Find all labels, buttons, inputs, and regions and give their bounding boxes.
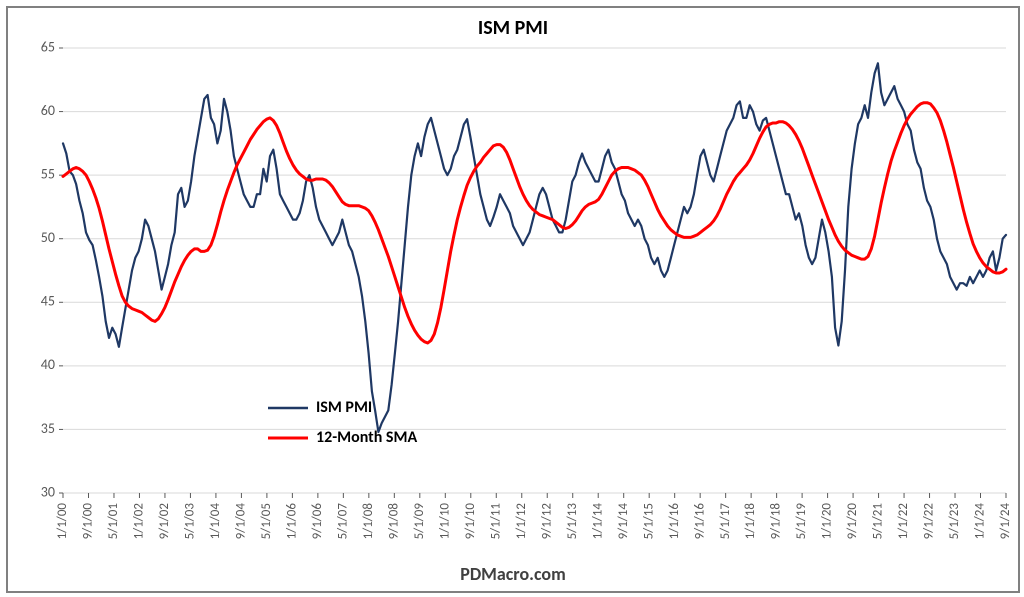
svg-text:9/1/06: 9/1/06 <box>310 503 325 540</box>
legend-label: ISM PMI <box>316 398 372 417</box>
svg-text:5/1/11: 5/1/11 <box>488 503 503 539</box>
svg-text:1/1/16: 1/1/16 <box>667 503 682 540</box>
svg-text:9/1/18: 9/1/18 <box>769 503 784 540</box>
svg-text:9/1/08: 9/1/08 <box>386 503 401 540</box>
svg-text:1/1/04: 1/1/04 <box>208 503 223 540</box>
svg-text:9/1/02: 9/1/02 <box>157 503 172 540</box>
svg-text:1/1/18: 1/1/18 <box>743 503 758 540</box>
svg-text:1/1/12: 1/1/12 <box>514 503 529 540</box>
svg-text:5/1/15: 5/1/15 <box>641 503 656 539</box>
svg-text:9/1/04: 9/1/04 <box>234 503 249 540</box>
svg-text:35: 35 <box>41 420 55 437</box>
svg-text:5/1/07: 5/1/07 <box>335 503 350 540</box>
svg-text:5/1/23: 5/1/23 <box>947 503 962 540</box>
svg-text:1/1/14: 1/1/14 <box>590 503 605 540</box>
svg-text:5/1/17: 5/1/17 <box>718 503 733 540</box>
svg-text:9/1/24: 9/1/24 <box>998 503 1013 540</box>
svg-text:30: 30 <box>41 483 55 500</box>
legend-label: 12-Month SMA <box>316 428 417 447</box>
svg-text:9/1/00: 9/1/00 <box>81 503 96 540</box>
svg-text:55: 55 <box>41 165 55 182</box>
svg-text:9/1/20: 9/1/20 <box>845 503 860 540</box>
svg-text:1/1/20: 1/1/20 <box>820 503 835 540</box>
svg-text:9/1/22: 9/1/22 <box>922 503 937 540</box>
chart-frame: ISM PMI 30 35 40 45 50 55 60 65 1/1/00 9/1/00 5/1/… <box>6 6 1020 593</box>
svg-text:45: 45 <box>41 293 55 310</box>
svg-text:1/1/10: 1/1/10 <box>437 503 452 540</box>
svg-text:5/1/09: 5/1/09 <box>412 503 427 540</box>
svg-text:1/1/22: 1/1/22 <box>896 503 911 540</box>
svg-text:60: 60 <box>41 102 55 119</box>
svg-text:1/1/00: 1/1/00 <box>55 503 70 540</box>
svg-text:5/1/13: 5/1/13 <box>565 503 580 540</box>
svg-text:5/1/21: 5/1/21 <box>871 503 886 539</box>
chart-footer: PDMacro.com <box>8 563 1018 585</box>
svg-text:9/1/12: 9/1/12 <box>539 503 554 540</box>
svg-text:40: 40 <box>41 356 55 373</box>
svg-text:1/1/06: 1/1/06 <box>284 503 299 540</box>
svg-text:5/1/03: 5/1/03 <box>183 503 198 540</box>
svg-text:5/1/19: 5/1/19 <box>794 503 809 540</box>
svg-text:1/1/02: 1/1/02 <box>132 503 147 540</box>
chart-plot: 30 35 40 45 50 55 60 65 1/1/00 9/1/00 5/1/01 1/1/02… <box>8 8 1018 591</box>
svg-text:9/1/16: 9/1/16 <box>692 503 707 540</box>
svg-text:50: 50 <box>41 229 55 246</box>
svg-text:9/1/10: 9/1/10 <box>463 503 478 540</box>
series-ism-pmi <box>63 63 1006 432</box>
svg-text:5/1/01: 5/1/01 <box>106 503 121 539</box>
svg-text:1/1/24: 1/1/24 <box>973 503 988 540</box>
svg-text:9/1/14: 9/1/14 <box>616 503 631 540</box>
series-12-month-sma <box>63 103 1006 343</box>
svg-text:1/1/08: 1/1/08 <box>361 503 376 540</box>
svg-text:5/1/05: 5/1/05 <box>259 503 274 539</box>
svg-text:65: 65 <box>41 38 55 55</box>
